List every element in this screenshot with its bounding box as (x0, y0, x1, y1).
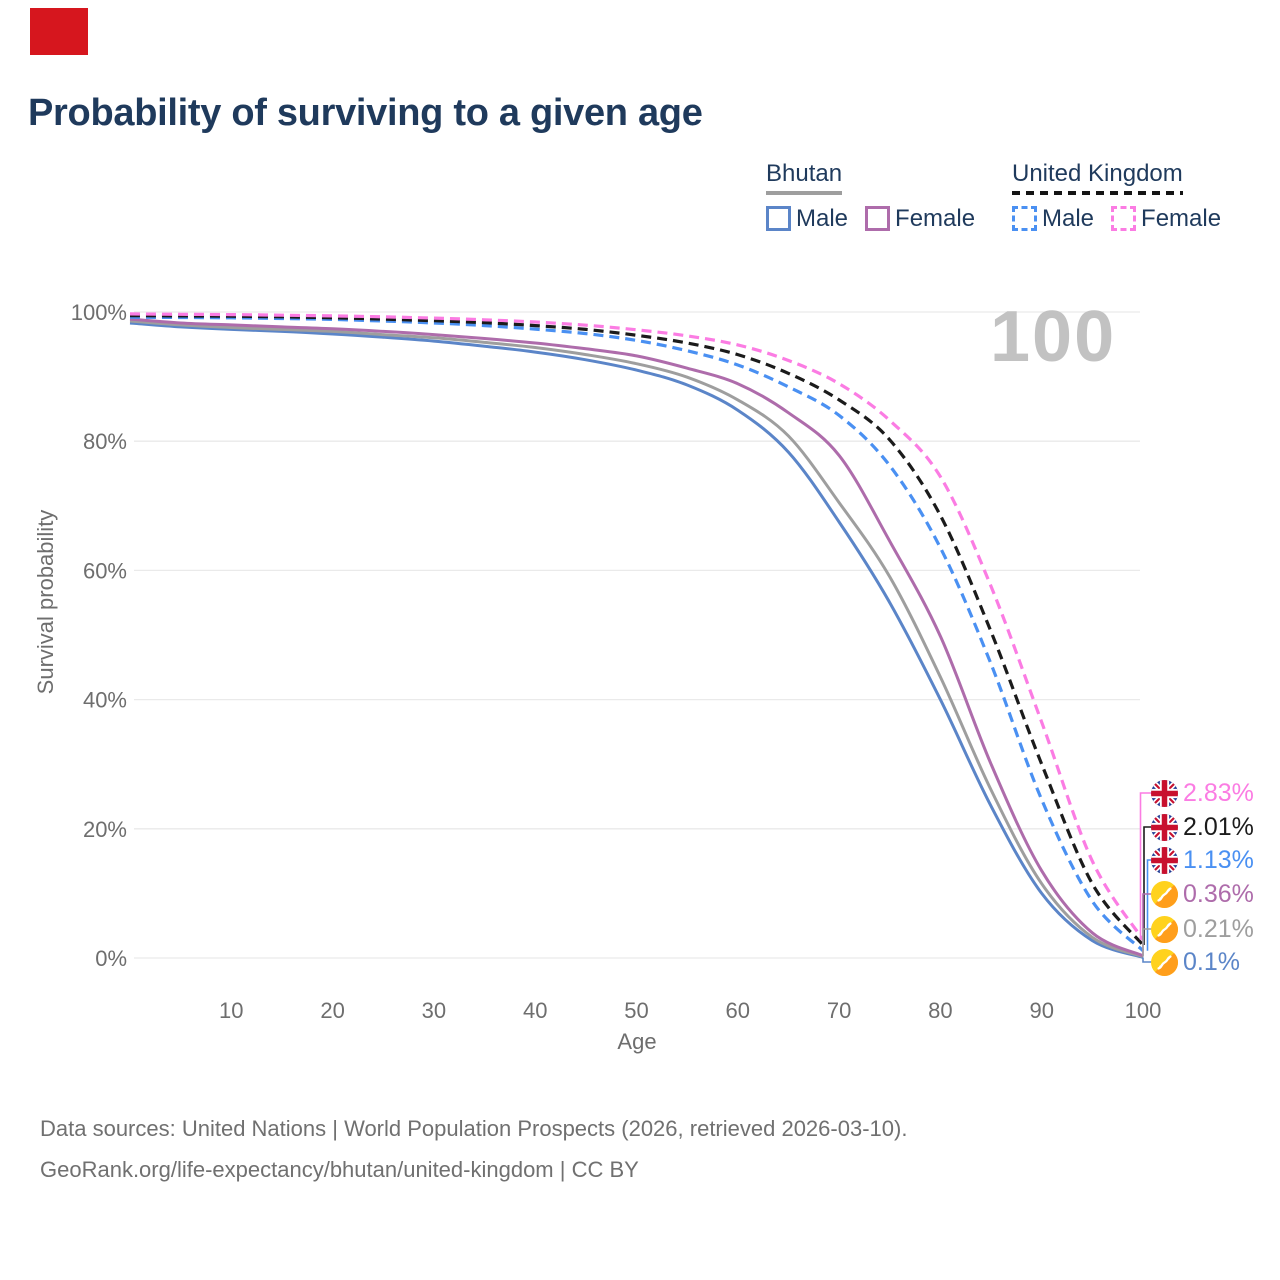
end-label-value: 2.83% (1183, 778, 1254, 807)
leader-line (1146, 859, 1152, 951)
bhutan-flag-icon (1151, 948, 1178, 976)
page-title: Probability of surviving to a given age (28, 92, 703, 134)
y-tick-label: 40% (83, 688, 127, 713)
curve-united-kingdom-both-sexes[interactable] (129, 314, 1145, 947)
curve-bhutan-both-sexes[interactable] (129, 319, 1144, 959)
legend-group-united-kingdom: United Kingdom Male Female (1012, 160, 1238, 231)
legend-label-bhutan-male[interactable]: Male (796, 205, 849, 232)
legend-label-uk-male[interactable]: Male (1042, 205, 1095, 232)
end-label-2.01: 2.01% (1151, 813, 1254, 841)
legend-label-uk-female[interactable]: Female (1141, 205, 1222, 232)
x-tick-label: 60 (726, 998, 750, 1023)
legend-swatch-uk-male[interactable] (1012, 206, 1037, 231)
legend-swatch-bhutan-male[interactable] (766, 206, 791, 231)
curve-bhutan-female[interactable] (129, 317, 1144, 958)
data-sources-line: Data sources: United Nations | World Pop… (40, 1116, 908, 1141)
end-label-1.13: 1.13% (1151, 846, 1254, 874)
x-tick-label: 30 (422, 998, 446, 1023)
legend-label-bhutan-female[interactable]: Female (895, 205, 976, 232)
leader-line (1142, 928, 1152, 957)
y-tick-label: 80% (83, 429, 127, 454)
legend-underline-united-kingdom (1012, 191, 1183, 195)
x-tick-label: 20 (320, 998, 344, 1023)
x-tick-label: 80 (928, 998, 952, 1023)
x-tick-label: 100 (1125, 998, 1162, 1023)
end-label-value: 0.36% (1183, 879, 1254, 908)
y-tick-label: 100% (71, 300, 127, 325)
attribution-line: GeoRank.org/life-expectancy/bhutan/unite… (40, 1157, 639, 1182)
curve-bhutan-male[interactable] (129, 321, 1144, 959)
uk-flag-icon (1151, 846, 1178, 874)
bhutan-flag-icon (1151, 880, 1178, 908)
legend-group-bhutan: Bhutan Male Female (766, 160, 992, 231)
y-axis-title: Survival probability (33, 509, 58, 695)
y-tick-label: 20% (83, 817, 127, 842)
x-tick-label: 50 (624, 998, 648, 1023)
legend-underline-bhutan (766, 191, 843, 195)
x-tick-label: 90 (1029, 998, 1053, 1023)
end-label-0.1: 0.1% (1151, 948, 1240, 976)
end-label-value: 0.21% (1183, 914, 1254, 943)
x-axis-title: Age (617, 1029, 657, 1054)
y-tick-label: 0% (95, 946, 127, 971)
x-tick-label: 70 (827, 998, 851, 1023)
end-label-value: 0.1% (1183, 947, 1240, 976)
end-label-0.21: 0.21% (1151, 915, 1254, 943)
leader-line (1139, 792, 1152, 940)
footer: Data sources: United Nations | World Pop… (40, 1108, 907, 1190)
leader-line (1142, 957, 1152, 963)
legend-country-bhutan[interactable]: Bhutan (766, 160, 843, 187)
end-label-value: 2.01% (1183, 812, 1254, 841)
uk-flag-icon (1151, 813, 1178, 841)
red-annotation-box (30, 8, 88, 55)
hovered-age-watermark: 100 (990, 297, 1117, 377)
x-tick-label: 40 (523, 998, 547, 1023)
curve-united-kingdom-female[interactable] (129, 312, 1145, 941)
curve-united-kingdom-male[interactable] (129, 315, 1145, 952)
y-tick-label: 60% (83, 558, 127, 583)
end-label-2.83: 2.83% (1151, 779, 1254, 807)
legend-country-united-kingdom[interactable]: United Kingdom (1012, 160, 1183, 187)
end-label-0.36: 0.36% (1151, 880, 1254, 908)
leader-line (1143, 826, 1152, 945)
legend-swatch-bhutan-female[interactable] (865, 206, 891, 231)
uk-flag-icon (1151, 779, 1178, 807)
bhutan-flag-icon (1151, 915, 1178, 943)
legend-swatch-uk-female[interactable] (1111, 206, 1137, 231)
end-label-value: 1.13% (1183, 845, 1254, 874)
x-tick-label: 10 (219, 998, 243, 1023)
